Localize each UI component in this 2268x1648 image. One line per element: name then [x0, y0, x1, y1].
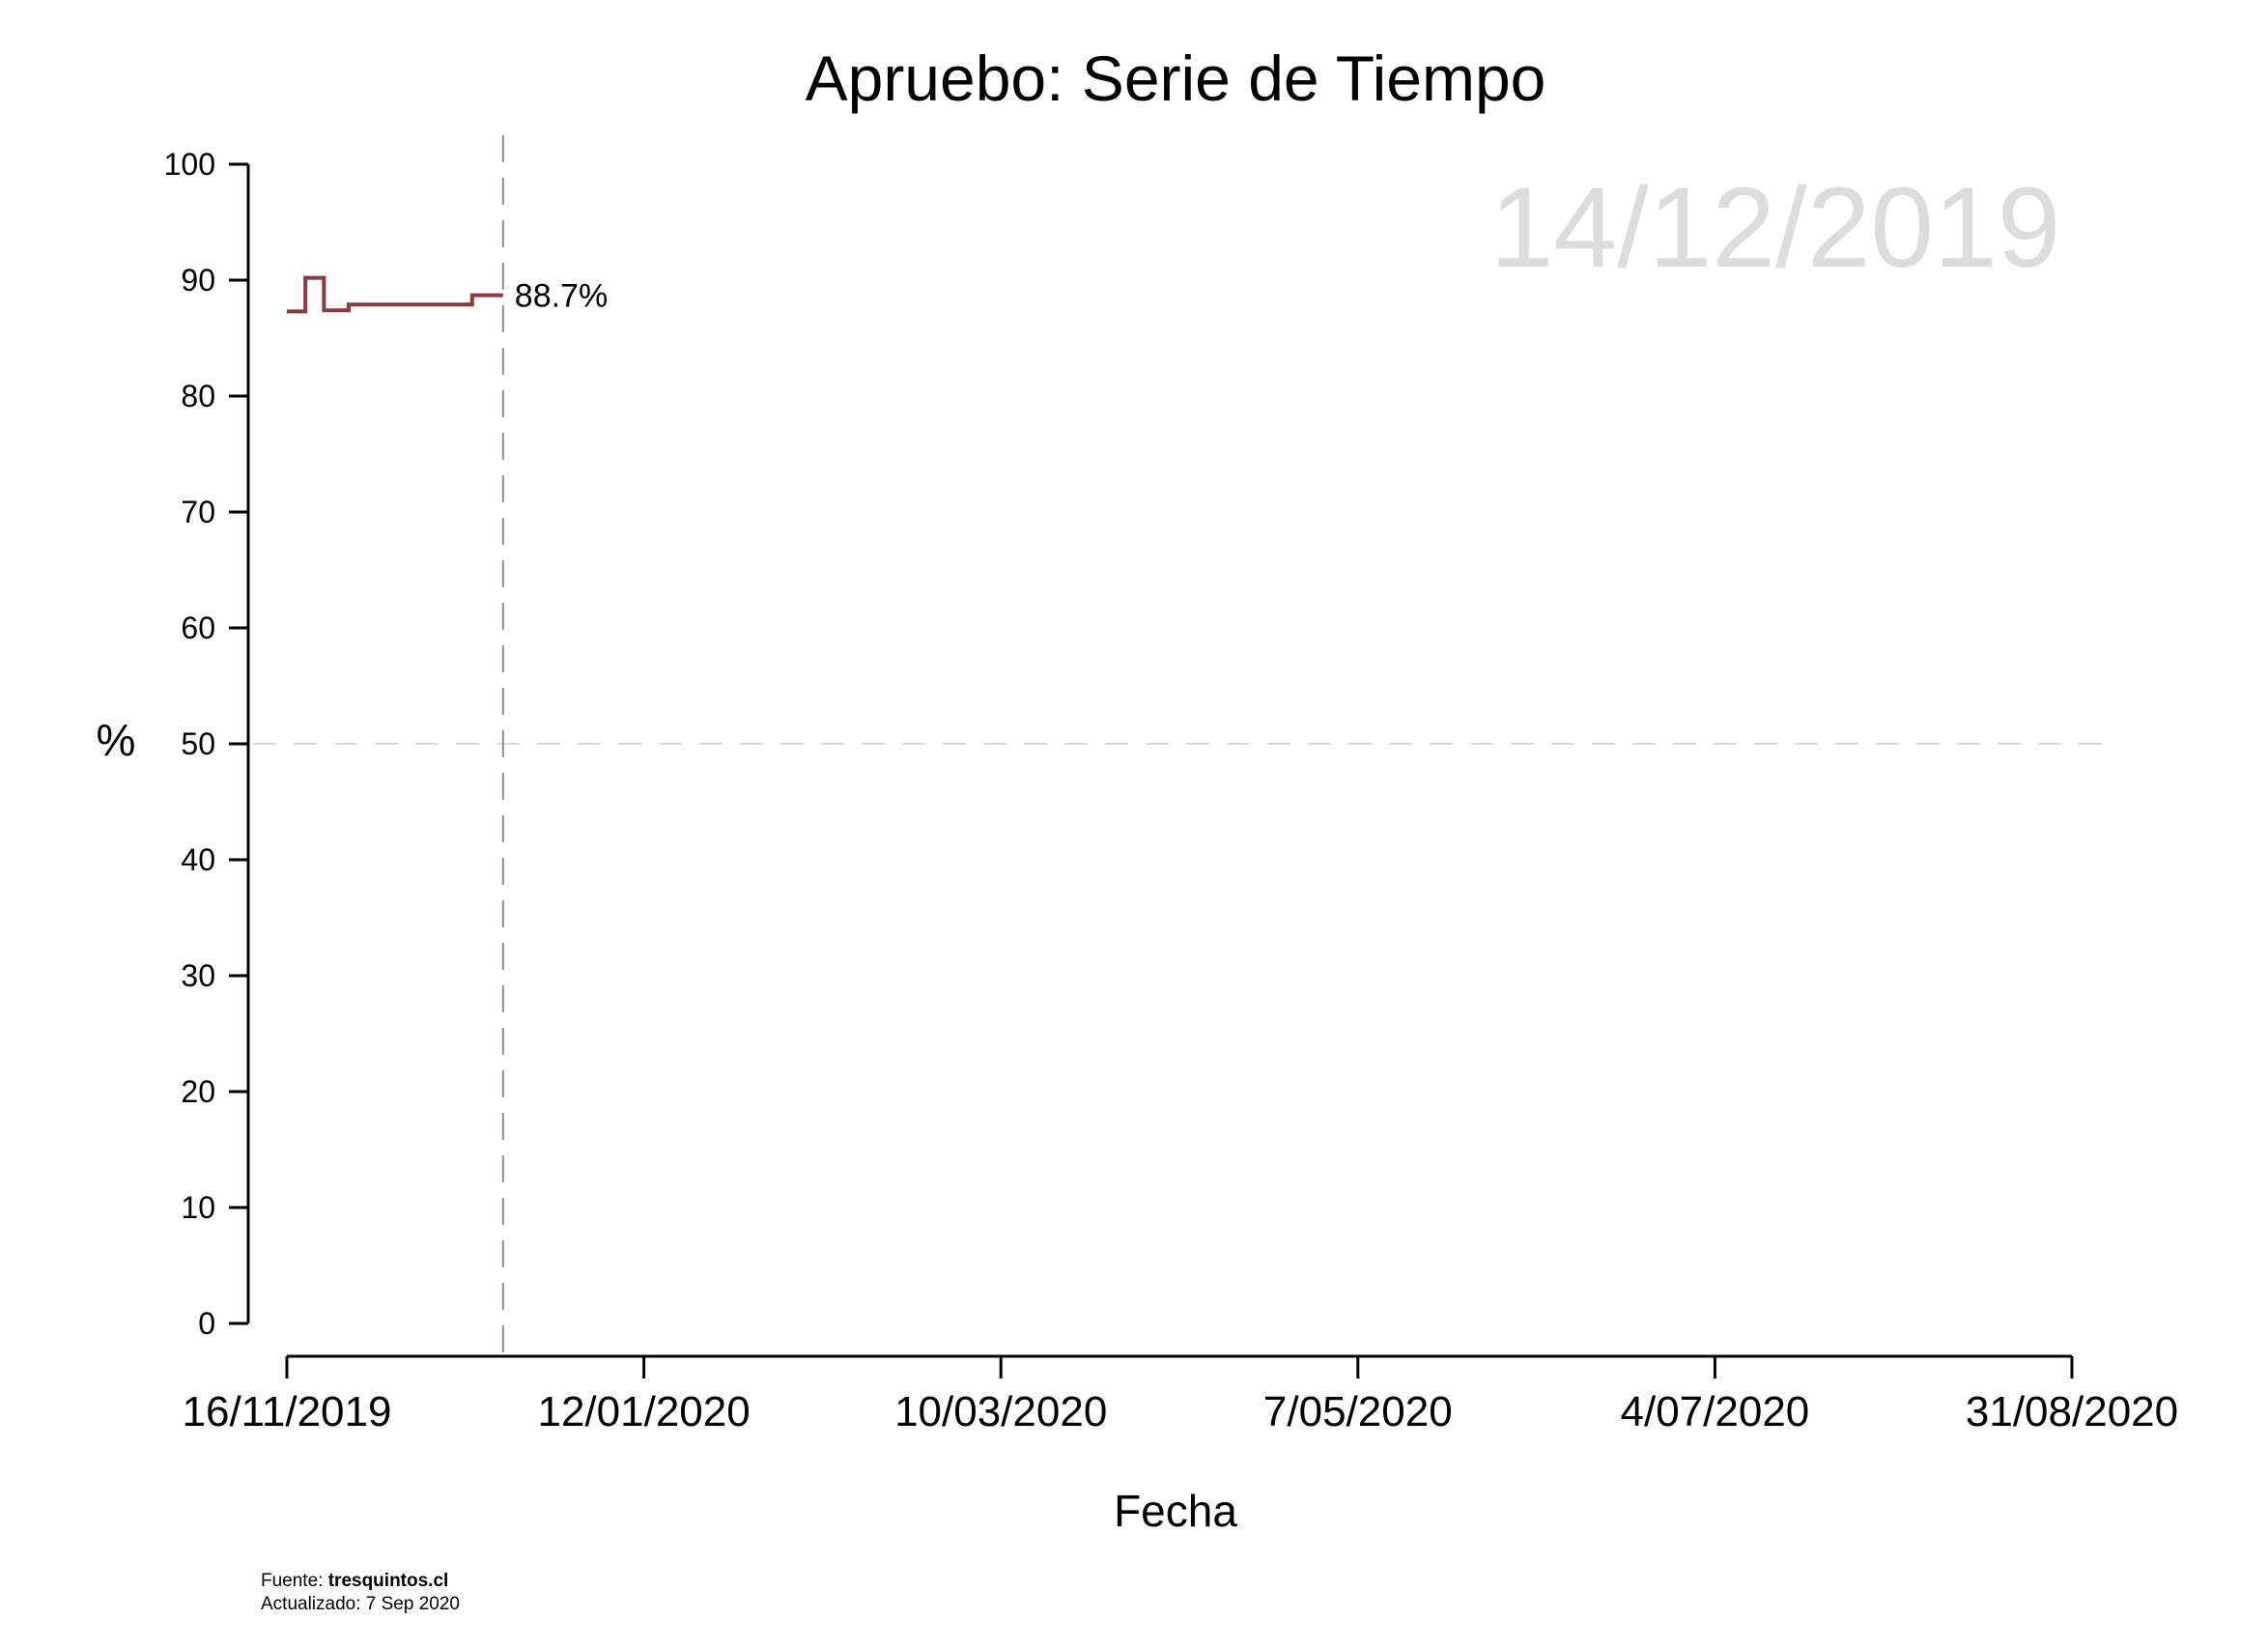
y-tick-label: 90 — [181, 263, 215, 298]
footer-source: Fuente: tresquintos.cl — [261, 1570, 460, 1593]
y-axis-ticks: 0 10 20 30 40 50 60 70 80 90 100 — [164, 147, 248, 1341]
series-line — [287, 275, 503, 314]
current-date-watermark: 14/12/2019 — [1490, 164, 2061, 292]
y-tick-label: 40 — [181, 842, 215, 877]
x-tick-label: 10/03/2020 — [894, 1388, 1107, 1435]
footer: Fuente: tresquintos.cl Actualizado: 7 Se… — [261, 1570, 460, 1616]
footer-updated: Actualizado: 7 Sep 2020 — [261, 1594, 460, 1614]
y-tick-label: 10 — [181, 1190, 215, 1225]
x-tick-label: 7/05/2020 — [1263, 1388, 1453, 1435]
x-tick-label: 4/07/2020 — [1621, 1388, 1810, 1435]
y-tick-label: 80 — [181, 379, 215, 413]
footer-source-name: tresquintos.cl — [327, 1571, 449, 1591]
footer-source-prefix: Fuente: — [261, 1571, 328, 1591]
y-tick-label: 30 — [181, 958, 215, 993]
x-axis-ticks: 16/11/2019 12/01/2020 10/03/2020 7/05/2020 4… — [183, 1356, 2178, 1435]
y-tick-label: 0 — [198, 1306, 215, 1341]
y-tick-label: 100 — [164, 147, 215, 182]
x-tick-label: 16/11/2019 — [183, 1388, 392, 1435]
series-end-label: 88.7% — [515, 278, 608, 315]
x-axis-label: Fecha — [1114, 1486, 1237, 1536]
x-tick-label: 12/01/2020 — [537, 1388, 750, 1435]
y-tick-label: 60 — [181, 611, 215, 645]
y-tick-label: 70 — [181, 495, 215, 529]
y-axis-label: % — [97, 715, 136, 765]
x-tick-label: 31/08/2020 — [1966, 1388, 2178, 1435]
y-tick-label: 20 — [181, 1074, 215, 1109]
y-tick-label: 50 — [181, 726, 215, 761]
chart-title: Apruebo: Serie de Tiempo — [806, 43, 1546, 114]
